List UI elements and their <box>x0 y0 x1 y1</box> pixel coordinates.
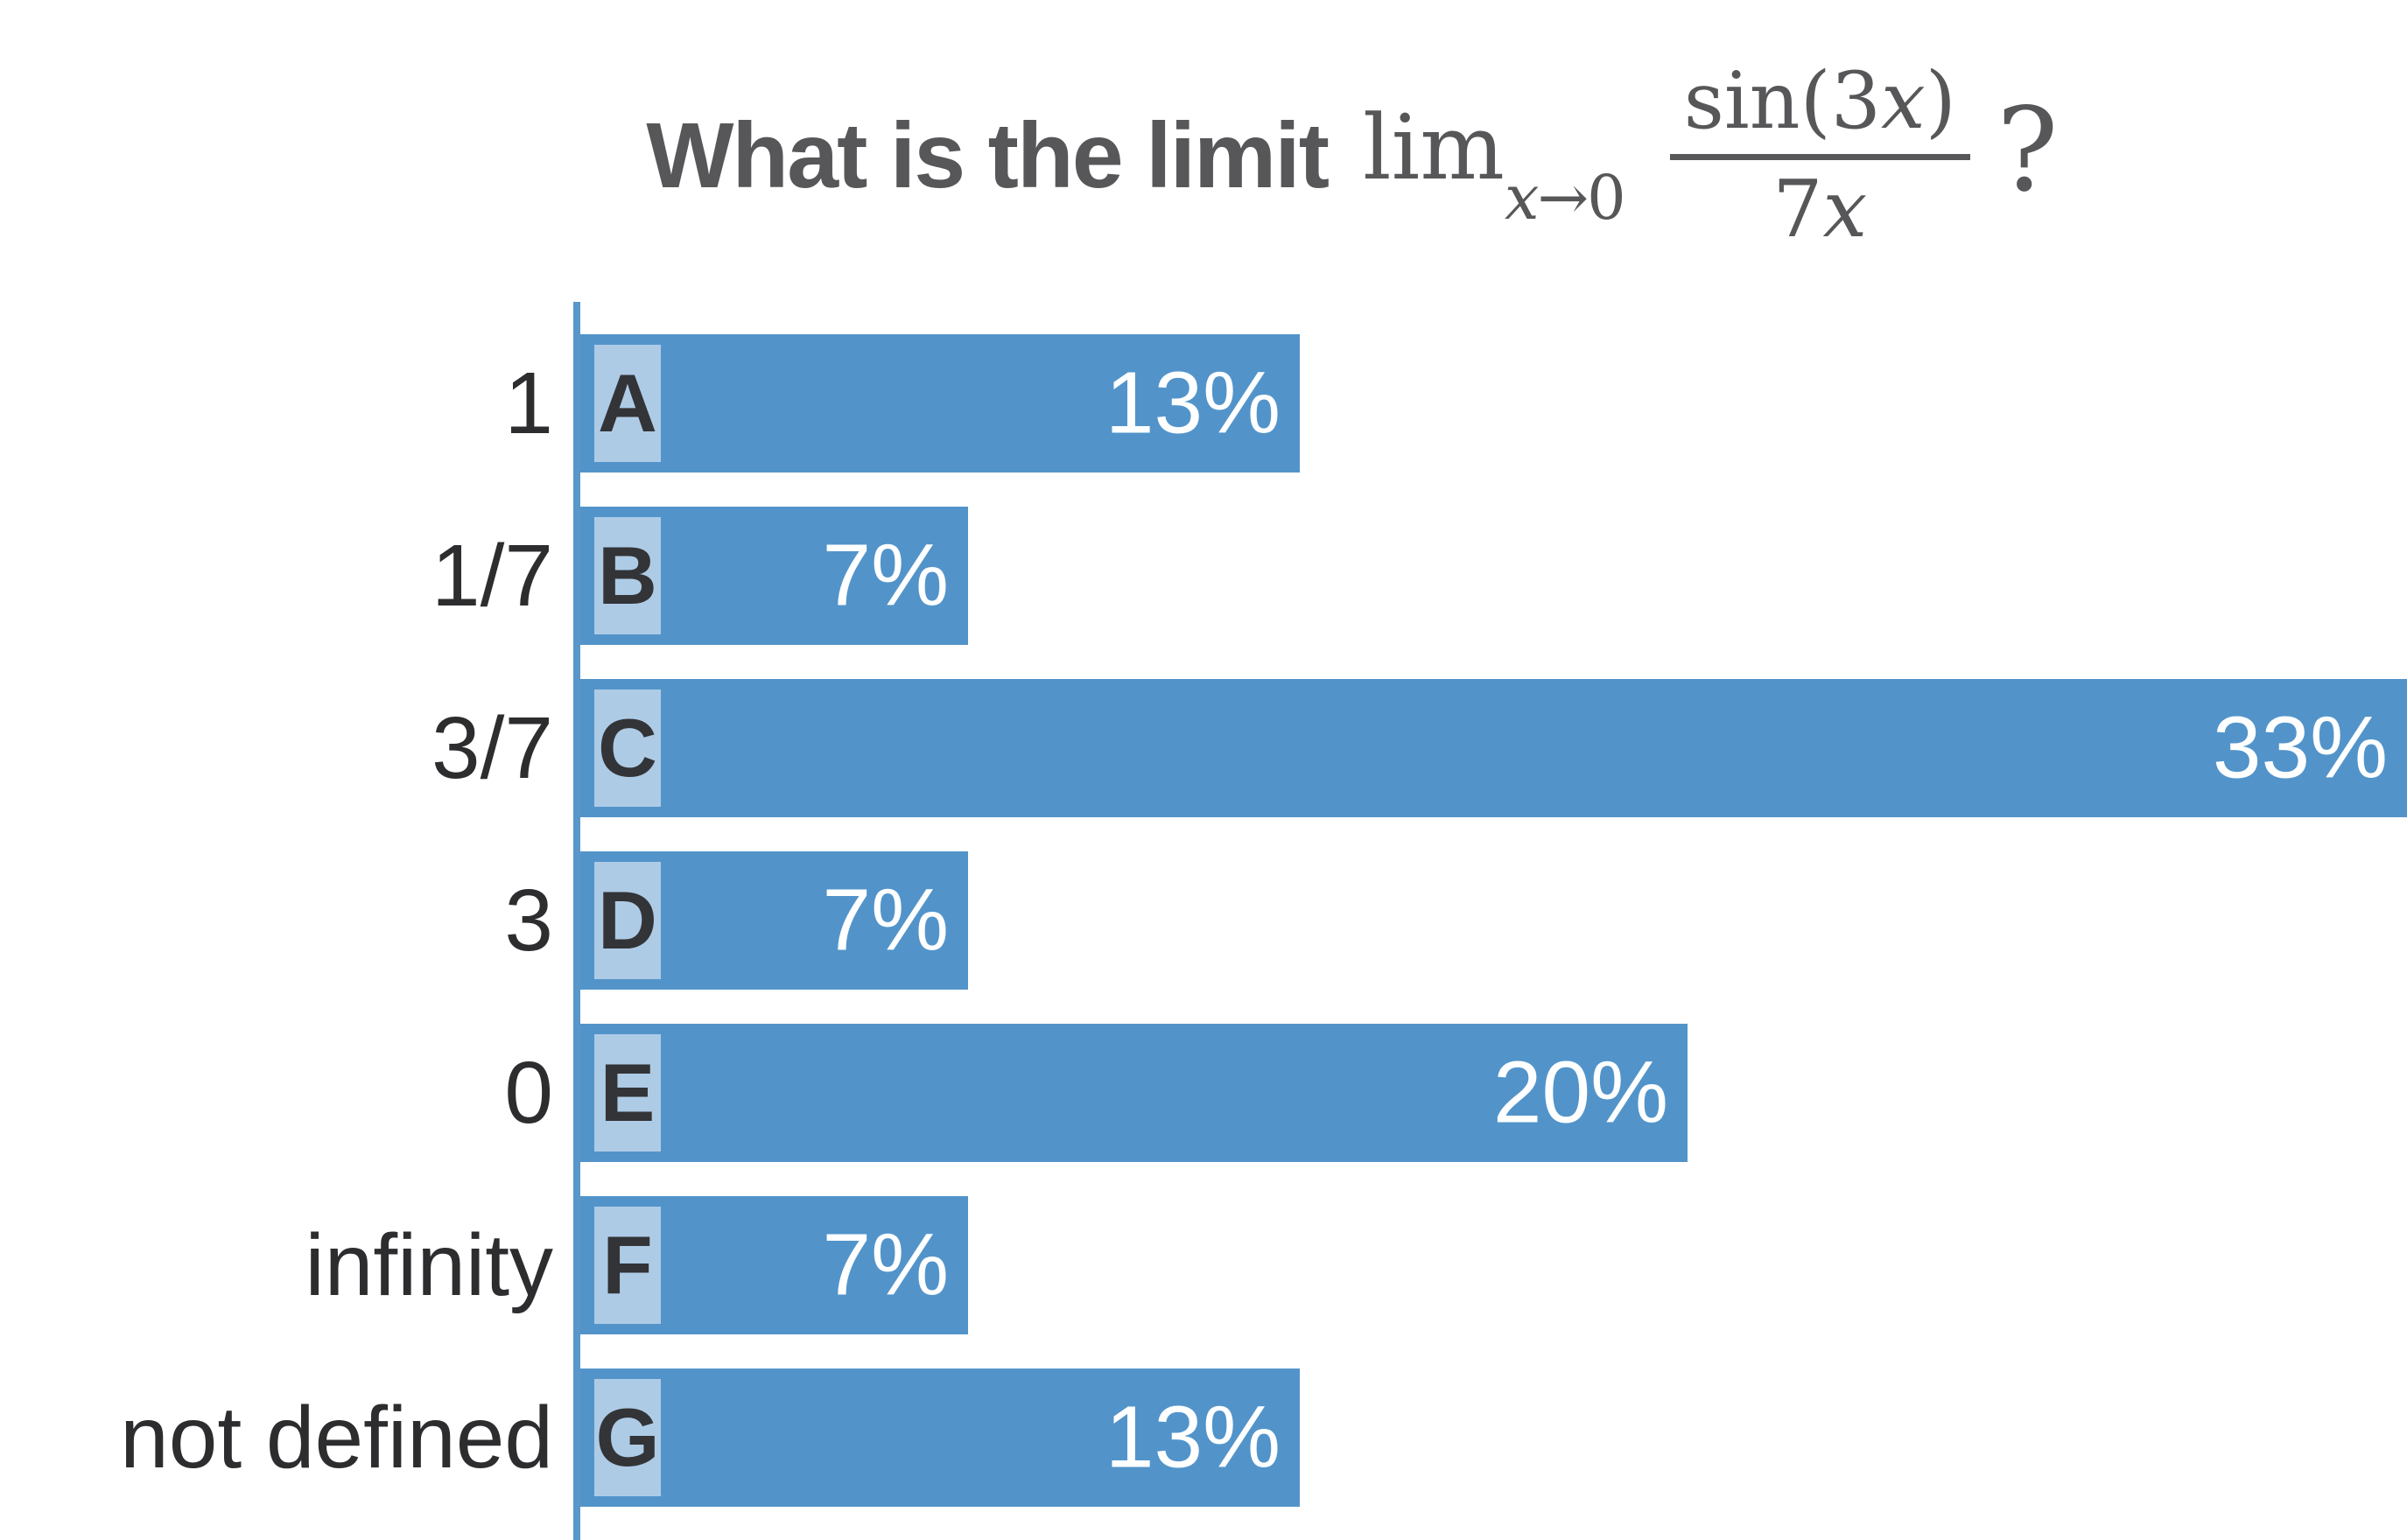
answer-label: 1/7 <box>431 526 553 625</box>
fraction: sin(3x) 7x <box>1669 60 1970 252</box>
answer-letter-chip: C <box>594 690 661 807</box>
percent-label: 33% <box>2212 698 2388 797</box>
answer-letter: C <box>598 702 657 794</box>
answer-letter-chip: B <box>594 517 661 634</box>
numerator-prefix: sin(3 <box>1683 55 1881 147</box>
y-axis-line <box>573 302 580 1540</box>
percent-label: 13% <box>1105 354 1281 452</box>
percent-label: 7% <box>822 871 949 970</box>
answer-letter-chip: F <box>594 1207 661 1324</box>
answer-label: 0 <box>504 1043 553 1142</box>
answer-label: 3 <box>504 871 553 970</box>
numerator-variable: x <box>1881 55 1926 147</box>
answer-bar: D 7% <box>580 851 968 990</box>
percent-label: 7% <box>822 526 949 625</box>
answer-row: 3 D 7% <box>0 851 2407 990</box>
lim-symbol: lim <box>1363 96 1505 200</box>
numerator-suffix: ) <box>1925 55 1956 147</box>
answer-bar: E 20% <box>580 1024 1688 1162</box>
question-text: What is the limit <box>646 103 1330 207</box>
percent-label: 13% <box>1105 1388 1281 1487</box>
answer-letter-chip: A <box>594 345 661 462</box>
answer-bar: F 7% <box>580 1196 968 1334</box>
limit-subscript: x→0 <box>1505 83 1626 228</box>
answer-bar: G 13% <box>580 1368 1300 1507</box>
answer-bar: C 33% <box>580 679 2407 817</box>
answer-row: 1 A 13% <box>0 334 2407 472</box>
answer-row: 3/7 C 33% <box>0 679 2407 817</box>
arrow-glyph: → <box>1537 162 1589 234</box>
answer-row: 0 E 20% <box>0 1024 2407 1162</box>
answer-letter: F <box>602 1219 653 1311</box>
answer-letter: A <box>598 357 657 449</box>
answer-row: not defined G 13% <box>0 1368 2407 1507</box>
answer-label: 1 <box>504 354 553 452</box>
bar-chart: 1 A 13% 1/7 B 7% 3/7 C 33% 3 D 7% 0 E 20% infinity F 7% no… <box>0 334 2407 1507</box>
answer-row: infinity F 7% <box>0 1196 2407 1334</box>
fraction-bar <box>1669 153 1970 160</box>
answer-letter-chip: D <box>594 862 661 979</box>
question-mark: ? <box>1996 83 2059 218</box>
question-title: What is the limit lim x→0 sin(3x) 7x ? <box>298 24 2407 287</box>
answer-letter-chip: G <box>594 1379 661 1496</box>
percent-label: 20% <box>1492 1043 1668 1142</box>
answer-label: infinity <box>305 1215 553 1314</box>
fraction-numerator: sin(3x) <box>1670 60 1970 154</box>
denominator-variable: x <box>1822 163 1868 256</box>
limit-operator: lim x→0 <box>1363 83 1626 229</box>
fraction-denominator: 7x <box>1772 160 1867 252</box>
subscript-variable: x <box>1505 162 1540 234</box>
answer-row: 1/7 B 7% <box>0 507 2407 645</box>
answer-letter: E <box>600 1046 656 1138</box>
denominator-prefix: 7 <box>1772 163 1823 256</box>
answer-bar: A 13% <box>580 334 1300 472</box>
answer-label: 3/7 <box>431 698 553 797</box>
answer-letter: D <box>598 874 657 966</box>
answer-letter-chip: E <box>594 1034 661 1152</box>
answer-label: not defined <box>120 1388 553 1487</box>
answer-letter: G <box>595 1391 660 1483</box>
answer-bar: B 7% <box>580 507 968 645</box>
subscript-target: 0 <box>1587 162 1626 234</box>
percent-label: 7% <box>822 1215 949 1314</box>
answer-letter: B <box>598 529 657 621</box>
